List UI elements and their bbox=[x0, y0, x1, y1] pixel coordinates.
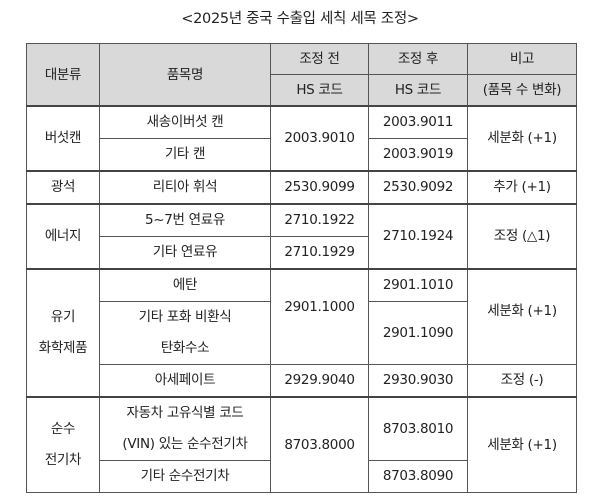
item-cell: 기타 캔 bbox=[99, 138, 271, 172]
item-line2: 탄화수소 bbox=[160, 340, 210, 356]
after-code-cell: 2930.9030 bbox=[368, 364, 468, 398]
table-row: 기타 포화 비환식 탄화수소 2901.1090 bbox=[27, 301, 577, 365]
table-row: 광석 리티아 휘석 2530.9099 2530.9092 추가 (+1) bbox=[26, 170, 577, 205]
item-cell: 아세페이트 bbox=[99, 364, 271, 398]
before-code-cell: 2710.1929 bbox=[270, 236, 369, 270]
hs-code-adjustment-table: 대분류 품목명 조정 전 조정 후 비고 HS 코드 HS 코드 (품목 수 변… bbox=[26, 43, 577, 493]
header-row: 대분류 품목명 조정 전 조정 후 비고 bbox=[26, 43, 577, 107]
table-title: <2025년 중국 수출입 세칙 세목 조정> bbox=[181, 11, 419, 27]
table-row: 기타 캔 2003.9019 bbox=[27, 138, 577, 172]
after-code-cell: 8703.8010 bbox=[368, 396, 468, 461]
table-row: 기타 연료유 2710.1929 bbox=[27, 236, 577, 270]
header-item-name: 품목명 bbox=[99, 43, 271, 107]
before-code-cell: 2929.9040 bbox=[270, 364, 369, 398]
category-cell: 버섯캔 bbox=[26, 105, 100, 172]
note-cell: 세분화 (+1) bbox=[467, 105, 577, 172]
item-line1: 자동차 고유식별 코드 bbox=[126, 405, 244, 421]
item-cell: 리티아 휘석 bbox=[99, 170, 271, 205]
category-cell: 광석 bbox=[26, 170, 100, 205]
after-code-cell: 2003.9011 bbox=[368, 105, 468, 139]
item-cell: 에탄 bbox=[99, 268, 271, 302]
category-line1: 순수 bbox=[50, 421, 76, 437]
category-line2: 전기차 bbox=[44, 452, 82, 468]
header-after-line1: 조정 후 bbox=[368, 43, 468, 75]
table-row: 유기 화학제품 에탄 2901.1000 2901.1010 세분화 (+1) bbox=[26, 268, 577, 398]
category-line2: 화학제품 bbox=[38, 340, 88, 356]
item-cell: 기타 순수전기차 bbox=[99, 460, 271, 493]
category-cell: 에너지 bbox=[26, 203, 100, 270]
item-line1: 기타 포화 비환식 bbox=[138, 309, 232, 325]
table-row: 에너지 5~7번 연료유 2710.1922 2710.1924 조정 (△1) bbox=[26, 203, 577, 270]
item-cell: 새송이버섯 캔 bbox=[99, 105, 271, 139]
table-row: 아세페이트 2929.9040 2930.9030 조정 (-) bbox=[27, 364, 577, 398]
note-cell: 세분화 (+1) bbox=[467, 396, 577, 493]
header-note-line1: 비고 bbox=[467, 43, 577, 75]
note-cell: 조정 (-) bbox=[467, 364, 577, 398]
before-code-cell: 2530.9099 bbox=[270, 170, 369, 205]
header-before-line1: 조정 전 bbox=[270, 43, 369, 75]
category-cell: 순수 전기차 bbox=[26, 396, 100, 493]
note-cell: 세분화 (+1) bbox=[467, 268, 577, 365]
item-cell: 5~7번 연료유 bbox=[99, 203, 271, 237]
after-code-cell: 8703.8090 bbox=[368, 460, 468, 493]
item-cell: 기타 연료유 bbox=[99, 236, 271, 270]
table-row: 순수 전기차 자동차 고유식별 코드 (VIN) 있는 순수전기차 8703.8… bbox=[26, 396, 577, 493]
header-category: 대분류 bbox=[26, 43, 100, 107]
note-cell: 조정 (△1) bbox=[467, 203, 577, 270]
table-row: 버섯캔 새송이버섯 캔 2003.9010 2003.9011 세분화 (+1) bbox=[26, 105, 577, 172]
after-code-cell: 2901.1010 bbox=[368, 268, 468, 302]
note-cell: 추가 (+1) bbox=[467, 170, 577, 205]
after-code-cell: 2710.1924 bbox=[368, 203, 468, 270]
before-code-text: 2901.1000 bbox=[284, 298, 355, 315]
category-line1: 유기 bbox=[50, 309, 76, 325]
item-cell: 기타 포화 비환식 탄화수소 bbox=[99, 301, 271, 365]
category-cell: 유기 화학제품 bbox=[26, 268, 100, 398]
header-after-line2: HS 코드 bbox=[368, 74, 468, 107]
header-before-line2: HS 코드 bbox=[270, 74, 369, 107]
before-code-cell: 2710.1922 bbox=[270, 203, 369, 237]
after-code-cell: 2901.1090 bbox=[368, 301, 468, 365]
before-code-cell: 8703.8000 bbox=[270, 396, 369, 493]
item-cell: 자동차 고유식별 코드 (VIN) 있는 순수전기차 bbox=[99, 396, 271, 461]
note-text: 세분화 (+1) bbox=[487, 302, 557, 319]
after-code-cell: 2003.9019 bbox=[368, 138, 468, 172]
item-line2: (VIN) 있는 순수전기차 bbox=[122, 436, 248, 452]
after-code-cell: 2530.9092 bbox=[368, 170, 468, 205]
before-code-cell: 2901.1000 bbox=[270, 268, 369, 365]
table-row: 기타 순수전기차 8703.8090 bbox=[27, 460, 577, 493]
header-note-line2: (품목 수 변화) bbox=[467, 74, 577, 107]
before-code-cell: 2003.9010 bbox=[270, 105, 369, 172]
